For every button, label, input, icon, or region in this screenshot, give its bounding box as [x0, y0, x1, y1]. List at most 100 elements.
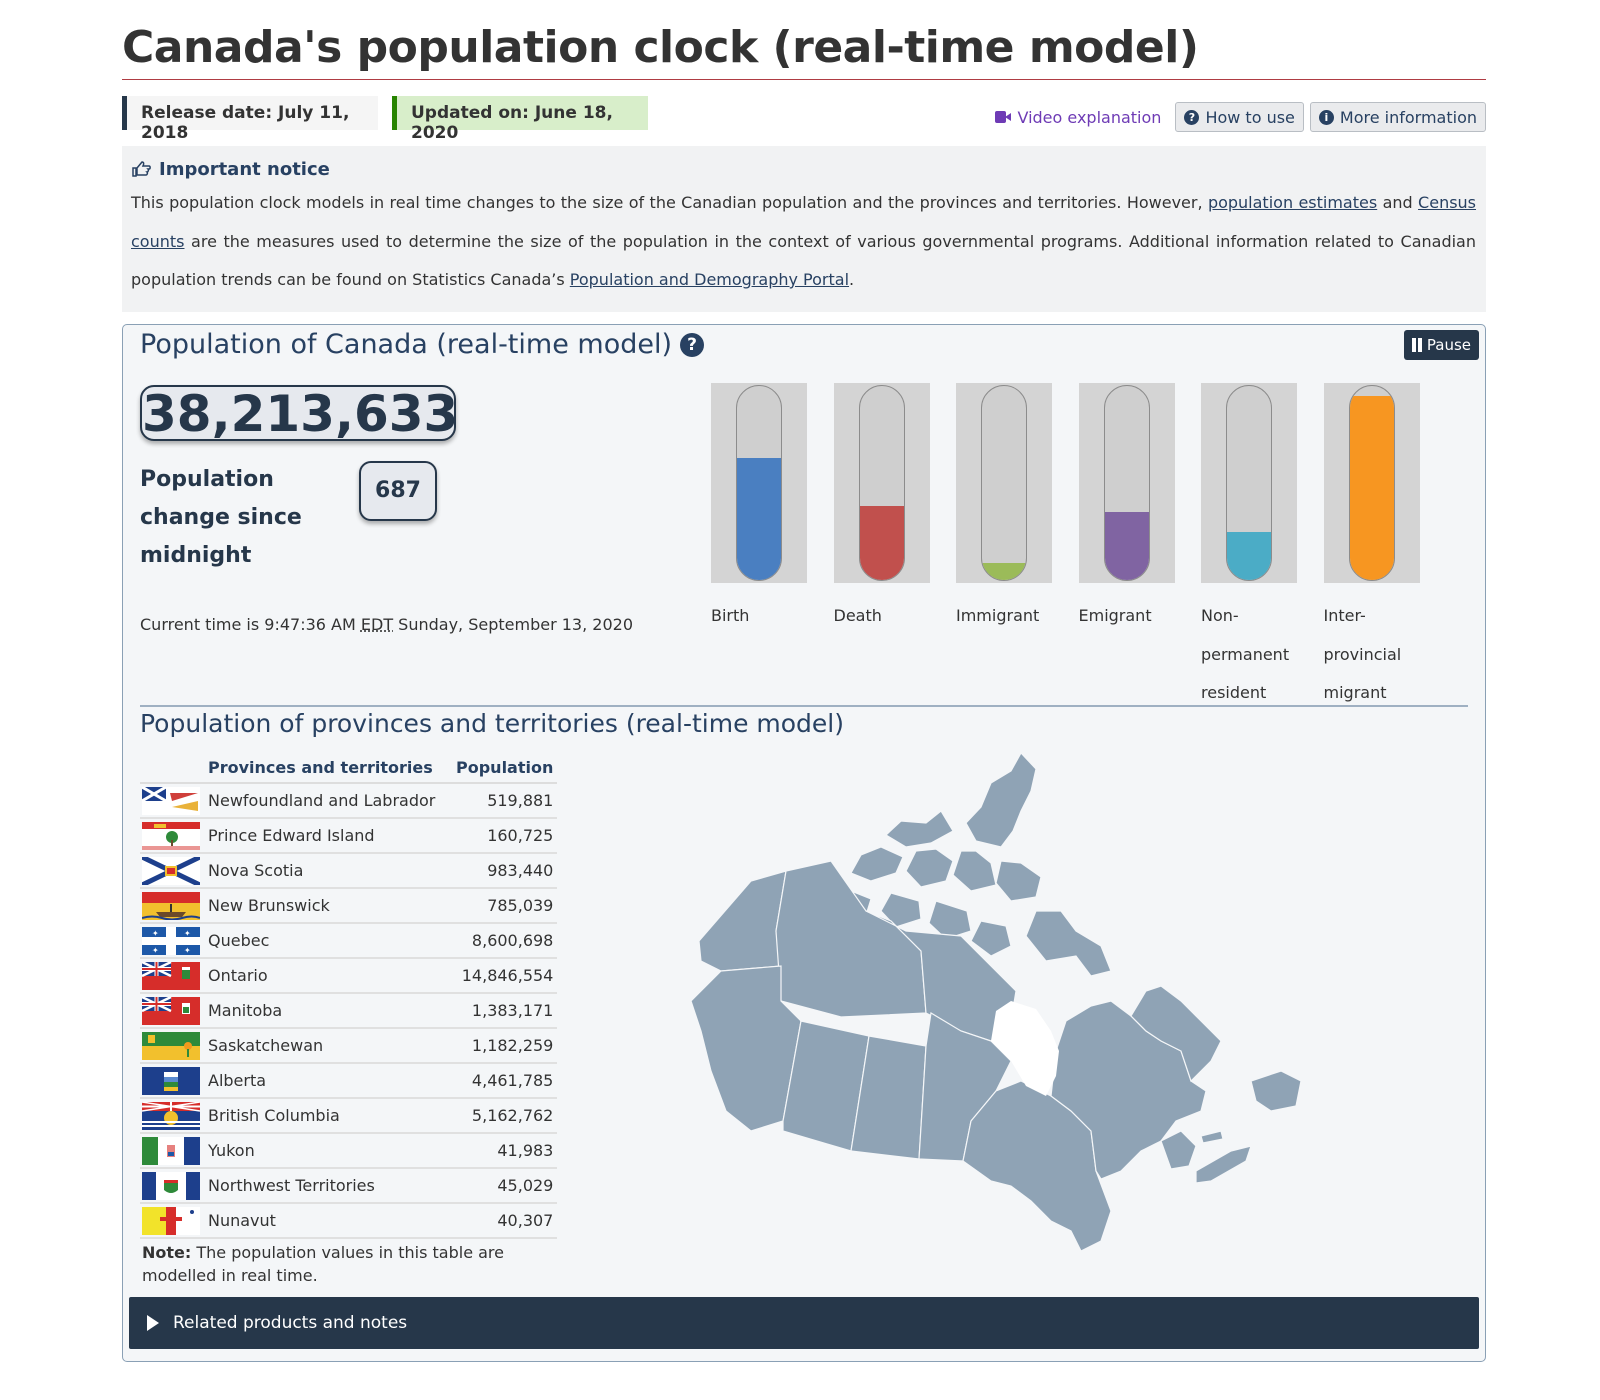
time-zone: EDT — [360, 615, 394, 634]
notice-text-1: This population clock models in real tim… — [131, 193, 1208, 212]
map-prince-edward-island — [1200, 1130, 1224, 1144]
expand-triangle-icon — [147, 1315, 159, 1331]
ns-flag-icon — [140, 853, 202, 889]
table-row: New Brunswick 785,039 — [140, 888, 558, 924]
gauge-tube — [736, 385, 782, 581]
map-british-columbia — [690, 965, 802, 1132]
province-name: Alberta — [202, 1063, 450, 1099]
meta-row: Release date: July 11, 2018 Updated on: … — [122, 80, 1486, 146]
province-population: 519,881 — [450, 783, 558, 819]
table-row: Manitoba 1,383,171 — [140, 993, 558, 1029]
map-arctic-islands — [965, 751, 1037, 848]
table-row: ✦ ✦ ✦ ✦ Quebec 8,600,698 — [140, 923, 558, 959]
province-name: New Brunswick — [202, 888, 450, 924]
province-population: 160,725 — [450, 818, 558, 854]
gauge-tube — [1103, 385, 1150, 581]
gauge-fill — [737, 457, 781, 580]
nb-flag-icon — [140, 888, 202, 924]
gauge-box — [956, 383, 1052, 583]
related-products-label: Related products and notes — [173, 1313, 408, 1333]
gauge-1: Death — [833, 383, 930, 636]
table-note: Note: The population values in this tabl… — [142, 1241, 522, 1287]
notice-text-4: . — [849, 270, 855, 289]
province-column-header: Provinces and territories — [202, 753, 450, 784]
table-row: Nunavut 40,307 — [140, 1203, 558, 1239]
gauge-box — [711, 383, 807, 583]
time-prefix: Current time is 9:47:36 AM — [140, 615, 361, 634]
province-population: 5,162,762 — [450, 1098, 558, 1134]
province-population: 8,600,698 — [450, 923, 558, 959]
map-quebec — [1050, 1000, 1207, 1180]
population-estimates-link[interactable]: population estimates — [1207, 193, 1378, 212]
nt-flag-icon — [140, 1168, 202, 1204]
question-circle-icon[interactable]: ? — [680, 332, 704, 357]
gauge-2: Immigrant — [956, 383, 1052, 636]
gauge-fill — [1349, 395, 1394, 580]
table-row: Newfoundland and Labrador 519,881 — [140, 783, 558, 819]
map-yukon — [698, 870, 787, 972]
page-title: Canada's population clock (real-time mod… — [122, 0, 1486, 80]
province-population: 40,307 — [450, 1203, 558, 1239]
province-name: Manitoba — [202, 993, 450, 1029]
pe-flag-icon — [140, 818, 202, 854]
how-to-use-label: How to use — [1205, 107, 1295, 127]
gauge-fill — [859, 506, 904, 580]
gauge-box — [1078, 383, 1175, 583]
table-row: Saskatchewan 1,182,259 — [140, 1028, 558, 1064]
map-manitoba — [918, 1012, 1012, 1162]
province-name: Nova Scotia — [202, 853, 450, 889]
notice-heading: Important notice — [131, 156, 1476, 182]
canada-map[interactable] — [690, 751, 1331, 1281]
table-row: Yukon 41,983 — [140, 1133, 558, 1169]
province-population: 4,461,785 — [450, 1063, 558, 1099]
note-text: The population values in this table are … — [142, 1243, 504, 1285]
video-explanation-link[interactable]: Video explanation — [987, 102, 1169, 132]
flag-header — [140, 753, 202, 784]
current-time: Current time is 9:47:36 AM EDT Sunday, S… — [140, 615, 633, 634]
demography-portal-link[interactable]: Population and Demography Portal — [569, 270, 850, 289]
panel-title: Population of Canada (real-time model) ? — [140, 329, 704, 360]
gauge-box — [1201, 383, 1297, 583]
gauge-4: Non-permanent resident — [1201, 383, 1297, 713]
clock-title: Population of Canada (real-time model) — [140, 329, 672, 360]
province-population: 785,039 — [450, 888, 558, 924]
notice-text-3: are the measures used to determine the s… — [131, 231, 1476, 290]
map-new-brunswick — [1160, 1130, 1197, 1170]
province-population: 41,983 — [450, 1133, 558, 1169]
canada-map-svg[interactable] — [690, 751, 1331, 1281]
gauge-5: Inter-provincial migrant — [1323, 383, 1420, 713]
gauge-box — [833, 383, 930, 583]
gauge-tube — [981, 385, 1027, 581]
tool-links: Video explanation ? How to use i More in… — [987, 102, 1486, 132]
video-camera-icon — [995, 111, 1012, 123]
qc-flag-icon: ✦ ✦ ✦ ✦ — [140, 923, 202, 959]
release-date: Release date: July 11, 2018 — [122, 96, 378, 143]
related-products-toggle[interactable]: Related products and notes — [129, 1297, 1479, 1349]
table-row: Ontario 14,846,554 — [140, 958, 558, 994]
svg-text:✦: ✦ — [152, 946, 159, 955]
sk-flag-icon — [140, 1028, 202, 1064]
census-counts-link[interactable]: Census counts — [131, 193, 1477, 251]
gauge-3: Emigrant — [1078, 383, 1175, 636]
gauge-fill — [1227, 531, 1271, 580]
hand-pointer-icon — [132, 161, 151, 177]
info-circle-icon: i — [1318, 109, 1334, 125]
province-population: 45,029 — [450, 1168, 558, 1204]
map-northwest-territories — [775, 860, 927, 1018]
gauge-tube — [858, 385, 905, 581]
gauge-tube — [1348, 385, 1395, 581]
question-circle-icon: ? — [1184, 109, 1200, 125]
note-label: Note: — [142, 1243, 192, 1262]
provinces-table: Provinces and territories Population New… — [140, 753, 558, 1239]
how-to-use-button[interactable]: ? How to use — [1175, 102, 1304, 132]
video-explanation-label: Video explanation — [1017, 107, 1162, 127]
map-hudson-bay — [991, 1001, 1059, 1096]
svg-text:✦: ✦ — [184, 929, 191, 938]
ab-flag-icon — [140, 1063, 202, 1099]
table-row: British Columbia 5,162,762 — [140, 1098, 558, 1134]
pause-button[interactable]: Pause — [1403, 330, 1479, 360]
more-information-button[interactable]: i More information — [1309, 102, 1486, 132]
province-name: Prince Edward Island — [202, 818, 450, 854]
gauge-fill — [1104, 512, 1149, 580]
svg-text:✦: ✦ — [152, 929, 159, 938]
